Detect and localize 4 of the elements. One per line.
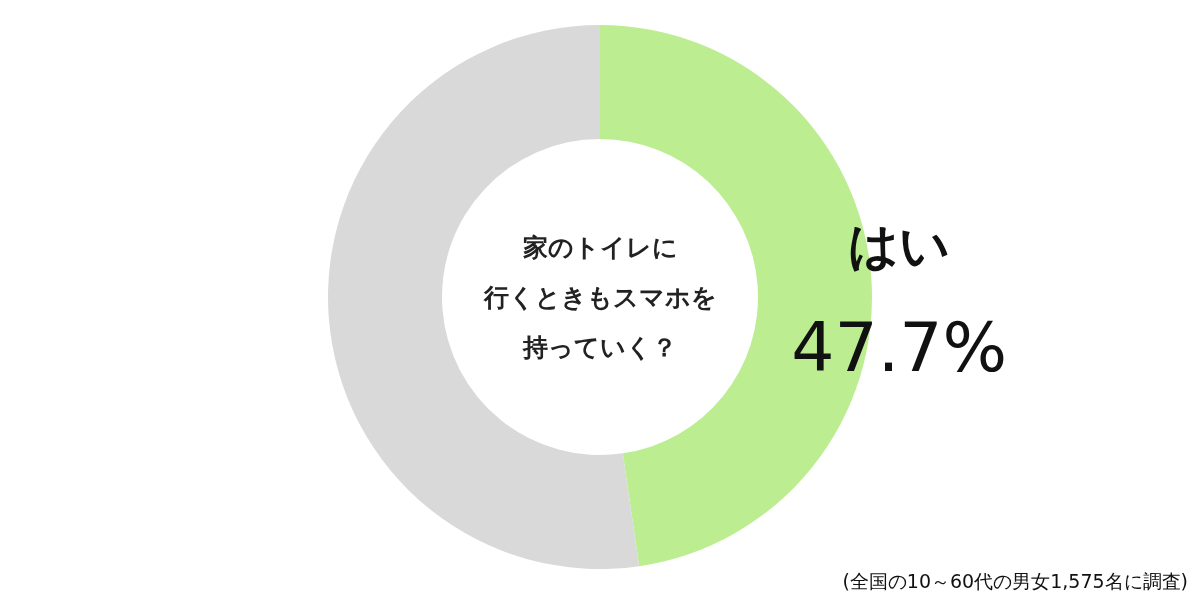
slice-label: はい: [848, 217, 951, 276]
text: (全国の10～60代の男女1,575名に調査): [842, 570, 1188, 592]
text: 家のトイレに行くときもスマホを持っていく？: [482, 232, 717, 362]
data-label: 47.7%: [791, 308, 1008, 388]
